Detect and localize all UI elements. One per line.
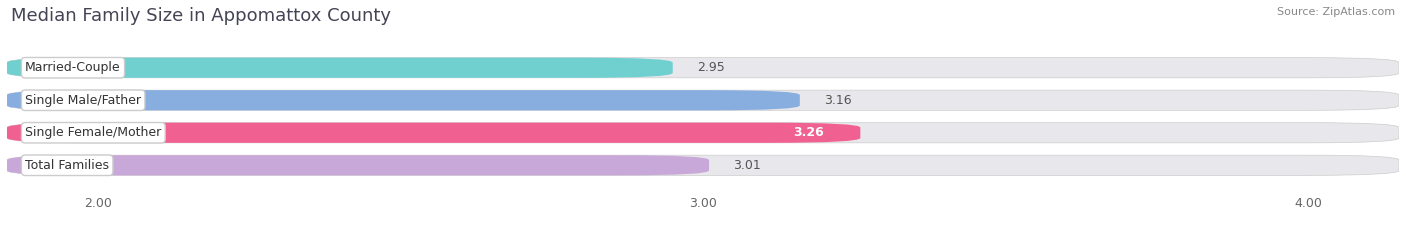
Text: 3.26: 3.26 xyxy=(793,126,824,139)
FancyBboxPatch shape xyxy=(7,90,1399,110)
FancyBboxPatch shape xyxy=(7,155,1399,175)
FancyBboxPatch shape xyxy=(7,123,860,143)
Text: Single Male/Father: Single Male/Father xyxy=(25,94,141,107)
FancyBboxPatch shape xyxy=(7,58,672,78)
FancyBboxPatch shape xyxy=(7,123,1399,143)
Text: Single Female/Mother: Single Female/Mother xyxy=(25,126,162,139)
FancyBboxPatch shape xyxy=(7,155,709,175)
Text: Married-Couple: Married-Couple xyxy=(25,61,121,74)
FancyBboxPatch shape xyxy=(7,58,1399,78)
FancyBboxPatch shape xyxy=(7,90,800,110)
Text: 2.95: 2.95 xyxy=(697,61,724,74)
Text: 3.01: 3.01 xyxy=(734,159,761,172)
Text: Total Families: Total Families xyxy=(25,159,110,172)
Text: 3.16: 3.16 xyxy=(824,94,852,107)
Text: Source: ZipAtlas.com: Source: ZipAtlas.com xyxy=(1277,7,1395,17)
Text: Median Family Size in Appomattox County: Median Family Size in Appomattox County xyxy=(11,7,391,25)
